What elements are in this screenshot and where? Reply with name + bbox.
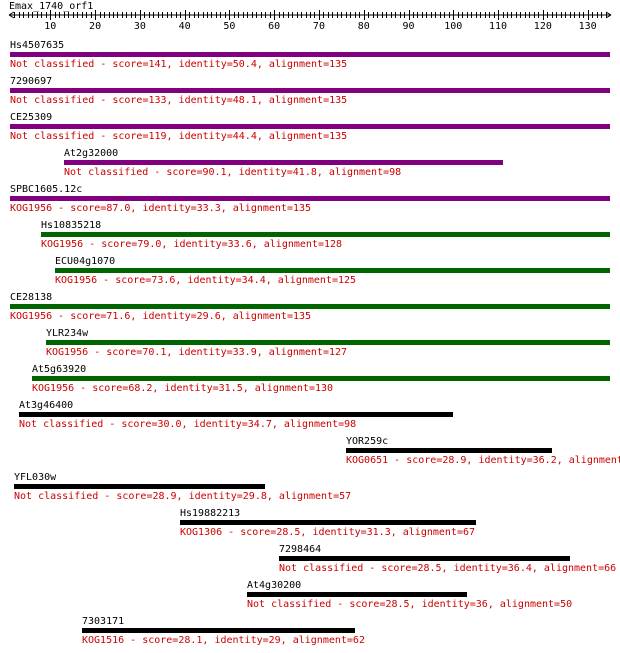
hit-name[interactable]: CE28138	[10, 292, 53, 303]
hit-name[interactable]: ECU04g1070	[55, 256, 116, 267]
hit-alignment-bar[interactable]	[55, 268, 610, 273]
hit-description: Not classified - score=28.5, identity=36…	[247, 599, 573, 610]
ruler-tick-label: 100	[444, 21, 462, 30]
hit-description: Not classified - score=30.0, identity=34…	[19, 419, 357, 430]
hit-name[interactable]: At2g32000	[64, 148, 119, 159]
hit-name[interactable]: YFL030w	[14, 472, 57, 483]
ruler-tick-label: 70	[313, 21, 325, 30]
ruler-tick-label: 90	[402, 21, 414, 30]
ruler-tick-label: 40	[179, 21, 191, 30]
ruler-tick-label: 80	[358, 21, 370, 30]
hit-description: KOG1516 - score=28.1, identity=29, align…	[82, 635, 365, 646]
ruler-tick-label: 10	[44, 21, 56, 30]
position-ruler: 10 20 30 40 50 60 70 80 90 100 110 120 130	[8, 10, 612, 30]
hit-name[interactable]: Hs4507635	[10, 40, 65, 51]
hit-alignment-bar[interactable]	[14, 484, 265, 489]
hit-name[interactable]: 7298464	[279, 544, 322, 555]
hit-alignment-bar[interactable]	[10, 52, 610, 57]
ruler-tick-label: 30	[134, 21, 146, 30]
hit-alignment-bar[interactable]	[41, 232, 610, 237]
hit-name[interactable]: 7290697	[10, 76, 53, 87]
hit-description: KOG1956 - score=79.0, identity=33.6, ali…	[41, 239, 343, 250]
hit-description: KOG1956 - score=73.6, identity=34.4, ali…	[55, 275, 357, 286]
hit-alignment-bar[interactable]	[10, 196, 610, 201]
hit-alignment-bar[interactable]	[10, 88, 610, 93]
hit-name[interactable]: At5g63920	[32, 364, 87, 375]
ruler-tick-label: 20	[89, 21, 101, 30]
hit-alignment-bar[interactable]	[46, 340, 610, 345]
hit-description: KOG1306 - score=28.5, identity=31.3, ali…	[180, 527, 476, 538]
ruler-tick-label: 50	[223, 21, 235, 30]
hit-name[interactable]: YLR234w	[46, 328, 89, 339]
hit-description: KOG1956 - score=68.2, identity=31.5, ali…	[32, 383, 334, 394]
hit-description: KOG1956 - score=87.0, identity=33.3, ali…	[10, 203, 312, 214]
hit-description: Not classified - score=28.9, identity=29…	[14, 491, 352, 502]
hit-name[interactable]: Hs19882213	[180, 508, 241, 519]
hit-alignment-bar[interactable]	[279, 556, 570, 561]
hit-alignment-bar[interactable]	[19, 412, 453, 417]
ruler-tick-label: 60	[268, 21, 280, 30]
hit-alignment-bar[interactable]	[180, 520, 476, 525]
hit-name[interactable]: Hs10835218	[41, 220, 102, 231]
hit-alignment-bar[interactable]	[32, 376, 610, 381]
hit-alignment-bar[interactable]	[346, 448, 552, 453]
hit-description: Not classified - score=133, identity=48.…	[10, 95, 348, 106]
hit-description: KOG1956 - score=70.1, identity=33.9, ali…	[46, 347, 348, 358]
hit-description: Not classified - score=28.5, identity=36…	[279, 563, 617, 574]
hit-name[interactable]: CE25309	[10, 112, 53, 123]
query-title: Emax_1740_orf1	[9, 1, 94, 12]
ruler-left-arrow	[8, 11, 15, 19]
hit-name[interactable]: 7303171	[82, 616, 125, 627]
hit-description: Not classified - score=141, identity=50.…	[10, 59, 348, 70]
hit-alignment-bar[interactable]	[10, 124, 610, 129]
hit-name[interactable]: YOR259c	[346, 436, 389, 447]
hit-description: KOG1956 - score=71.6, identity=29.6, ali…	[10, 311, 312, 322]
hit-alignment-bar[interactable]	[64, 160, 503, 165]
hit-alignment-bar[interactable]	[82, 628, 355, 633]
ruler-tick-label: 130	[579, 21, 597, 30]
hit-description: Not classified - score=90.1, identity=41…	[64, 167, 402, 178]
hit-name[interactable]: At3g46400	[19, 400, 74, 411]
ruler-tick-label: 110	[489, 21, 507, 30]
hit-description: KOG0651 - score=28.9, identity=36.2, ali…	[346, 455, 620, 466]
hit-name[interactable]: SPBC1605.12c	[10, 184, 83, 195]
hit-alignment-bar[interactable]	[247, 592, 467, 597]
hit-description: Not classified - score=119, identity=44.…	[10, 131, 348, 142]
hit-name[interactable]: At4g30200	[247, 580, 302, 591]
hit-alignment-bar[interactable]	[10, 304, 610, 309]
ruler-tick-label: 120	[534, 21, 552, 30]
